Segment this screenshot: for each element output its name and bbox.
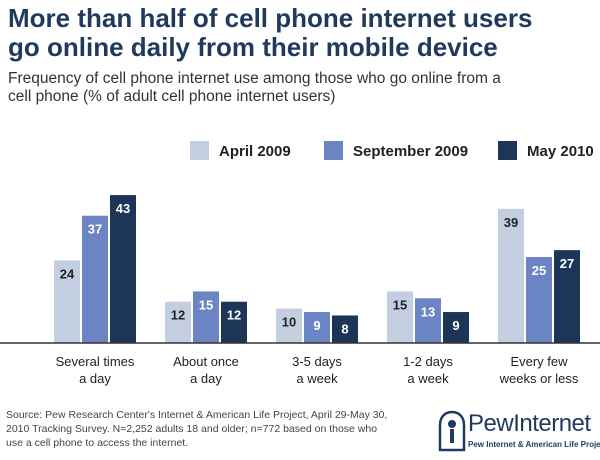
legend-swatch-september-2009 — [324, 141, 343, 160]
category-label-every-few-weeks-or-less-1: Every few — [510, 354, 568, 369]
data-label-1-2-days-a-week-april-2009: 15 — [393, 297, 407, 312]
bar-several-times-a-day-september-2009 — [82, 215, 108, 343]
data-label-3-5-days-a-week-september-2009: 9 — [313, 318, 320, 333]
category-label-1-2-days-a-week-2: a week — [407, 371, 449, 386]
subtitle-line-1: Frequency of cell phone internet use amo… — [8, 70, 501, 87]
data-label-every-few-weeks-or-less-april-2009: 39 — [504, 215, 518, 230]
chart-subtitle: Frequency of cell phone internet use amo… — [8, 70, 598, 106]
bar-3-5-days-a-week-may-2010 — [332, 315, 358, 343]
category-label-3-5-days-a-week-2: a week — [296, 371, 338, 386]
data-label-every-few-weeks-or-less-may-2010: 27 — [560, 256, 574, 271]
legend-swatch-may-2010 — [498, 141, 517, 160]
bar-about-once-a-day-may-2010 — [221, 301, 247, 343]
bar-about-once-a-day-april-2009 — [165, 301, 191, 343]
category-label-about-once-a-day-2: a day — [190, 371, 222, 386]
legend-label-may-2010: May 2010 — [527, 143, 594, 160]
pew-logo-icon — [438, 410, 466, 452]
data-label-3-5-days-a-week-may-2010: 8 — [341, 321, 348, 336]
category-label-every-few-weeks-or-less-2: weeks or less — [499, 371, 579, 386]
data-label-3-5-days-a-week-april-2009: 10 — [282, 315, 296, 330]
title-line-2: go online daily from their mobile device — [8, 32, 498, 62]
bar-3-5-days-a-week-september-2009 — [304, 312, 330, 343]
category-label-3-5-days-a-week-1: 3-5 days — [292, 354, 342, 369]
logo-wordmark: PewInternet — [468, 410, 591, 437]
data-label-about-once-a-day-may-2010: 12 — [227, 308, 241, 323]
bar-1-2-days-a-week-may-2010 — [443, 312, 469, 343]
subtitle-line-2: cell phone (% of adult cell phone intern… — [8, 88, 336, 105]
bar-about-once-a-day-september-2009 — [193, 291, 219, 343]
legend-label-april-2009: April 2009 — [219, 143, 291, 160]
legend-label-september-2009: September 2009 — [353, 143, 468, 160]
category-label-about-once-a-day-1: About once — [173, 354, 239, 369]
bar-every-few-weeks-or-less-september-2009 — [526, 257, 552, 343]
category-label-1-2-days-a-week-1: 1-2 days — [403, 354, 453, 369]
data-label-several-times-a-day-september-2009: 37 — [88, 222, 102, 237]
legend-swatch-april-2009 — [190, 141, 209, 160]
source-line-3: use a cell phone to access the internet. — [6, 437, 189, 449]
title-line-1: More than half of cell phone internet us… — [8, 3, 533, 33]
bar-chart: April 2009 September 2009 May 2010 24 37 43 Se… — [0, 141, 600, 386]
category-label-several-times-a-day-1: Several times — [56, 354, 135, 369]
bar-1-2-days-a-week-april-2009 — [387, 291, 413, 343]
bar-3-5-days-a-week-april-2009 — [276, 308, 302, 343]
data-label-several-times-a-day-may-2010: 43 — [116, 201, 130, 216]
bar-every-few-weeks-or-less-april-2009 — [498, 208, 524, 343]
chart-title: More than half of cell phone internet us… — [8, 4, 598, 62]
data-label-1-2-days-a-week-september-2009: 13 — [421, 304, 435, 319]
data-label-every-few-weeks-or-less-september-2009: 25 — [532, 263, 546, 278]
data-label-about-once-a-day-september-2009: 15 — [199, 297, 213, 312]
bar-1-2-days-a-week-september-2009 — [415, 298, 441, 343]
data-label-several-times-a-day-april-2009: 24 — [60, 266, 75, 281]
data-label-1-2-days-a-week-may-2010: 9 — [452, 318, 459, 333]
bar-several-times-a-day-april-2009 — [54, 260, 80, 343]
logo-tagline: Pew Internet & American Life Project — [468, 440, 600, 449]
pew-internet-logo: PewInternet Pew Internet & American Life… — [438, 408, 600, 456]
data-label-about-once-a-day-april-2009: 12 — [171, 308, 185, 323]
source-line-2: 2010 Tracking Survey. N=2,252 adults 18 … — [6, 423, 378, 435]
source-note: Source: Pew Research Center's Internet &… — [6, 408, 436, 450]
bar-several-times-a-day-may-2010 — [110, 195, 136, 343]
category-label-several-times-a-day-2: a day — [79, 371, 111, 386]
source-line-1: Source: Pew Research Center's Internet &… — [6, 409, 388, 421]
bar-every-few-weeks-or-less-may-2010 — [554, 250, 580, 343]
